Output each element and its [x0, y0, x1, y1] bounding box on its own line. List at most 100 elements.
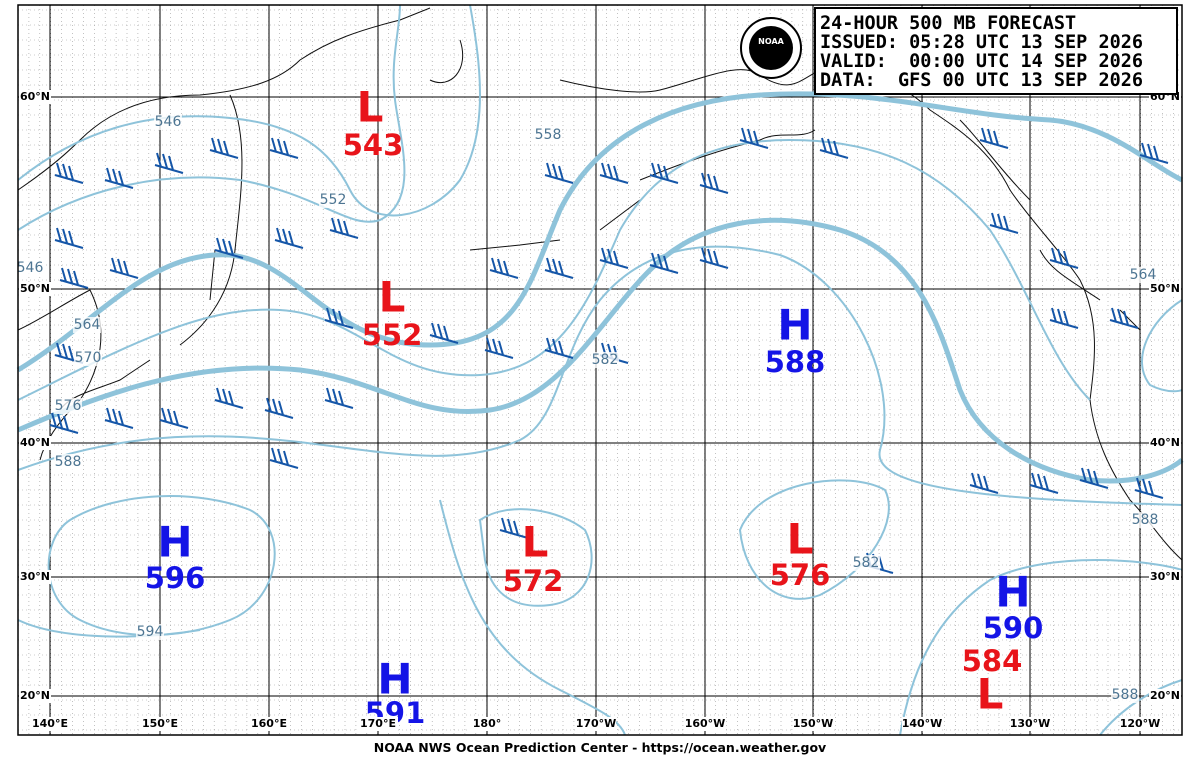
- contour-label: 582: [592, 352, 619, 368]
- logo-disc: [749, 26, 793, 70]
- grid: [17, 5, 1182, 735]
- wind-barb: [269, 447, 299, 469]
- wind-barb: [1139, 142, 1169, 164]
- wind-barb: [1049, 247, 1079, 269]
- wind-barb: [159, 407, 189, 429]
- lat-label-box: [19, 90, 51, 104]
- contour-label: 552: [320, 192, 347, 208]
- header-data: DATA: GFS 00 UTC 13 SEP 2026: [820, 70, 1143, 91]
- wind-barb: [739, 127, 769, 149]
- wind-barb: [269, 137, 299, 159]
- center-letter: H: [995, 568, 1030, 617]
- lat-label: 60°N: [20, 90, 50, 103]
- contour-label-bg: [54, 398, 82, 414]
- wind-barb: [649, 252, 679, 274]
- center-value: 596: [145, 561, 206, 595]
- lon-label: 120°W: [1120, 717, 1161, 730]
- contour-label: 546: [155, 114, 182, 130]
- contour-label-bg: [16, 260, 44, 276]
- center-value: 588: [765, 345, 826, 379]
- lon-label-box: [249, 717, 289, 731]
- wind-barb: [54, 162, 84, 184]
- center-letter: L: [787, 515, 814, 564]
- center-letter: H: [377, 655, 412, 704]
- wind-barb: [109, 257, 139, 279]
- contour-label-bg: [136, 624, 164, 640]
- center-value: 552: [362, 318, 423, 352]
- center-letter: L: [379, 273, 406, 322]
- wind-barb: [649, 162, 679, 184]
- lon-label: 160°W: [685, 717, 726, 730]
- contour-label-bg: [591, 352, 619, 368]
- contour-label: 588: [1132, 512, 1159, 528]
- header-issued: ISSUED: 05:28 UTC 13 SEP 2026: [820, 32, 1143, 53]
- wind-barb: [1134, 477, 1164, 499]
- center-value: 572: [503, 564, 564, 598]
- center-letter: H: [157, 518, 192, 567]
- wind-barb: [274, 227, 304, 249]
- center-letter: L: [357, 83, 384, 132]
- lon-label: 150°W: [793, 717, 834, 730]
- contour-label-bg: [1129, 267, 1157, 283]
- lon-label-box: [685, 717, 725, 731]
- wind-barb: [819, 137, 849, 159]
- lat-label-box: [19, 282, 51, 296]
- lat-label: 40°N: [1150, 436, 1180, 449]
- lon-label: 140°E: [32, 717, 68, 730]
- wind-barb: [104, 407, 134, 429]
- wind-barb: [209, 137, 239, 159]
- map-frame: [17, 4, 1183, 736]
- wind-barb: [54, 342, 84, 364]
- wind-barb: [599, 247, 629, 269]
- center-value: 584: [962, 644, 1023, 678]
- center-value: 543: [343, 128, 404, 162]
- wind-barb: [1029, 472, 1059, 494]
- lon-label: 170°W: [576, 717, 617, 730]
- wind-barb: [214, 237, 244, 259]
- lat-label: 40°N: [20, 436, 50, 449]
- wind-barb: [699, 247, 729, 269]
- wind-barb: [324, 307, 354, 329]
- contour-label-bg: [74, 350, 102, 366]
- contour-label-bg: [54, 454, 82, 470]
- wind-barb: [484, 337, 514, 359]
- lat-label-box: [19, 436, 51, 450]
- lat-label: 20°N: [1150, 689, 1180, 702]
- lat-label-box: [1149, 570, 1181, 584]
- header-title: 24-HOUR 500 MB FORECAST: [820, 13, 1076, 34]
- wind-barb: [989, 212, 1019, 234]
- lat-label: 30°N: [20, 570, 50, 583]
- contour-label: 558: [535, 127, 562, 143]
- wind-barb: [1079, 467, 1109, 489]
- lon-label-box: [902, 717, 942, 731]
- logo-text: NOAA: [758, 37, 784, 46]
- wind-barb: [544, 162, 574, 184]
- center-letter: L: [522, 518, 549, 567]
- contour-label-bg: [73, 317, 101, 333]
- lon-label-box: [30, 717, 70, 731]
- noaa-logo: NOAA: [740, 17, 802, 79]
- lat-label: 50°N: [20, 282, 50, 295]
- center-letter: L: [977, 670, 1004, 719]
- lat-label-box: [1149, 282, 1181, 296]
- lon-label-box: [1120, 717, 1160, 731]
- contour-label-bg: [1131, 512, 1159, 528]
- lat-label-box: [19, 689, 51, 703]
- lat-label-box: [1149, 689, 1181, 703]
- footer: NOAA NWS Ocean Prediction Center - https…: [374, 740, 826, 755]
- wind-barb: [429, 322, 459, 344]
- wind-barb: [214, 387, 244, 409]
- lon-label: 140°W: [902, 717, 943, 730]
- contour-label: 570: [75, 350, 102, 366]
- center-value: 576: [770, 558, 831, 592]
- wind-barb: [54, 227, 84, 249]
- center-value: 590: [983, 611, 1044, 645]
- axis-labels: 140°E 150°E 160°E 170°E 180° 170°W 160°W 150°W 1…: [19, 90, 1181, 731]
- wind-barb: [1109, 307, 1139, 329]
- contour-label: 588: [1112, 687, 1139, 703]
- wind-barb: [329, 217, 359, 239]
- lat-label-box: [1149, 436, 1181, 450]
- contour-label: 588: [55, 454, 82, 470]
- lon-label-box: [140, 717, 180, 731]
